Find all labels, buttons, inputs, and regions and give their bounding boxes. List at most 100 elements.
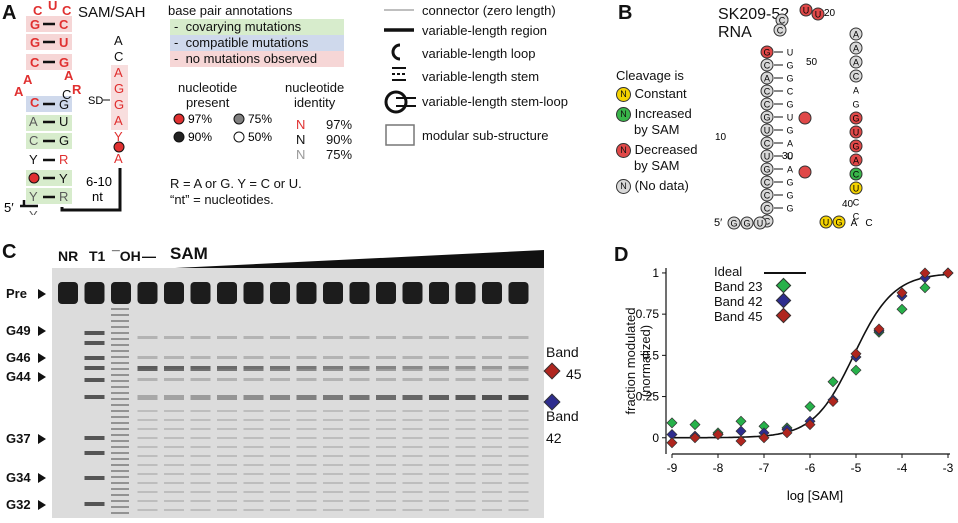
svg-text:G: G xyxy=(763,113,770,123)
identity-legend: N 97% N 90% N 75% xyxy=(296,117,353,162)
cleavage-legend: N Constant N Increased by SAM N Decreased… xyxy=(616,86,698,198)
svg-text:97%: 97% xyxy=(188,112,212,126)
svg-text:U: U xyxy=(59,114,68,129)
x-tick-label: -5 xyxy=(851,461,862,475)
svg-text:C: C xyxy=(764,217,771,227)
stem-bonds xyxy=(43,22,55,199)
svg-text:Y: Y xyxy=(29,152,38,167)
svg-text:A: A xyxy=(764,74,770,84)
svg-text:40: 40 xyxy=(842,199,854,210)
x-tick-label: -8 xyxy=(713,461,724,475)
panel-d: D -9 -8 -7 -6 -5 -4 -3 0 0.25 0.5 0.75 1 log [SAM] … xyxy=(608,240,958,518)
data-point xyxy=(850,364,862,376)
svg-text:G: G xyxy=(763,48,770,58)
svg-text:G: G xyxy=(730,219,737,229)
svg-text:C: C xyxy=(764,61,771,71)
nucleotide xyxy=(760,71,774,85)
nucleotide xyxy=(760,97,774,111)
range-unit: nt xyxy=(92,189,103,204)
svg-text:Y: Y xyxy=(114,129,123,144)
svg-text:A: A xyxy=(853,58,859,68)
y-axis-label: fraction modulated (normalized) xyxy=(623,307,653,415)
nucleotide xyxy=(760,162,774,176)
data-point xyxy=(735,425,747,437)
x-axis-label: log [SAM] xyxy=(787,488,843,503)
data-point xyxy=(758,432,770,444)
svg-text:G: G xyxy=(59,133,69,148)
svg-text:G: G xyxy=(59,55,69,70)
chart-legend: Ideal Band 23 Band 42 Band 45 xyxy=(714,264,806,324)
panel-b-title: SK209-52 RNA xyxy=(718,6,790,41)
svg-text:Y: Y xyxy=(29,189,38,204)
cleavage-title: Cleavage is xyxy=(616,68,684,83)
data-point xyxy=(896,303,908,315)
y-tick-label: 0.75 xyxy=(636,307,660,321)
svg-text:Y: Y xyxy=(29,208,38,215)
svg-text:G: G xyxy=(30,35,40,50)
svg-text:C: C xyxy=(62,87,71,102)
x-tick-label: -7 xyxy=(759,461,770,475)
data-point xyxy=(919,267,931,279)
y-tick-label: 0.25 xyxy=(636,390,660,404)
data-point xyxy=(666,417,678,429)
x-tick-label: -6 xyxy=(805,461,816,475)
sam-gradient-wedge xyxy=(175,250,544,268)
data-point xyxy=(666,437,678,449)
svg-text:A: A xyxy=(787,165,793,175)
nucleotide xyxy=(760,84,774,98)
svg-text:C: C xyxy=(59,17,69,32)
svg-text:U: U xyxy=(787,152,794,162)
data-point xyxy=(873,323,885,335)
svg-text:C: C xyxy=(29,133,38,148)
svg-text:U: U xyxy=(853,128,860,138)
svg-text:G: G xyxy=(852,114,859,124)
svg-text:C: C xyxy=(33,3,43,18)
svg-text:U: U xyxy=(815,10,822,20)
svg-text:G: G xyxy=(786,100,793,110)
svg-text:A: A xyxy=(853,156,859,166)
data-point xyxy=(850,348,862,360)
y-tick-label: 0 xyxy=(652,431,659,445)
svg-text:C: C xyxy=(853,212,860,222)
footnote: R = A or G. Y = C or U. “nt” = nucleotide… xyxy=(170,176,302,207)
data-point xyxy=(827,376,839,388)
x-tick-label: -9 xyxy=(667,461,678,475)
svg-text:A: A xyxy=(114,151,123,166)
data-point xyxy=(896,287,908,299)
svg-text:A: A xyxy=(14,84,24,99)
svg-text:A: A xyxy=(114,33,123,48)
svg-text:75%: 75% xyxy=(248,112,272,126)
nucleotide xyxy=(760,188,774,202)
identity-title: nucleotide identity xyxy=(285,80,345,110)
svg-text:U: U xyxy=(787,113,794,123)
present-dot xyxy=(28,172,40,184)
svg-text:G: G xyxy=(763,165,770,175)
svg-text:G: G xyxy=(786,191,793,201)
svg-text:Y: Y xyxy=(59,171,68,186)
svg-text:C: C xyxy=(764,87,771,97)
nucleotide xyxy=(760,110,774,124)
svg-text:C: C xyxy=(853,72,860,82)
nucleotide xyxy=(760,149,774,163)
svg-text:C: C xyxy=(764,191,771,201)
svg-text:C: C xyxy=(787,87,794,97)
svg-text:A: A xyxy=(23,72,33,87)
y-tick-label: 0.5 xyxy=(642,348,659,362)
svg-text:10: 10 xyxy=(715,132,727,143)
svg-text:A: A xyxy=(853,86,859,96)
y-tick-label: 1 xyxy=(652,266,659,280)
svg-text:U: U xyxy=(59,35,68,50)
svg-text:C: C xyxy=(30,55,40,70)
svg-text:G: G xyxy=(114,81,124,96)
bp-legend-title: base pair annotations xyxy=(168,3,293,18)
svg-text:U: U xyxy=(823,218,830,228)
svg-text:U: U xyxy=(764,152,771,162)
data-point xyxy=(804,400,816,412)
data-point xyxy=(781,427,793,439)
legend-covarying: - covarying mutations xyxy=(170,19,344,35)
svg-text:U: U xyxy=(787,48,794,58)
bp-legend: - covarying mutations - compatible mutat… xyxy=(170,19,344,67)
sd-label: SD xyxy=(88,95,103,107)
panel-d-label: D xyxy=(614,244,629,266)
